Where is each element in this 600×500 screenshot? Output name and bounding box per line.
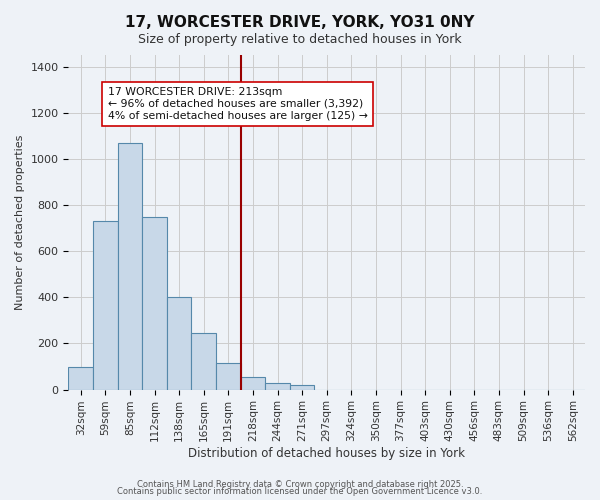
Bar: [142, 216, 167, 390]
Bar: [290, 384, 314, 390]
Bar: [241, 377, 265, 390]
Text: 17, WORCESTER DRIVE, YORK, YO31 0NY: 17, WORCESTER DRIVE, YORK, YO31 0NY: [125, 15, 475, 30]
Bar: [118, 142, 142, 390]
Text: Size of property relative to detached houses in York: Size of property relative to detached ho…: [138, 32, 462, 46]
Bar: [93, 221, 118, 390]
Bar: [68, 366, 93, 390]
Text: Contains HM Land Registry data © Crown copyright and database right 2025.: Contains HM Land Registry data © Crown c…: [137, 480, 463, 489]
Y-axis label: Number of detached properties: Number of detached properties: [15, 134, 25, 310]
Bar: [191, 333, 216, 390]
Bar: [167, 298, 191, 390]
Bar: [265, 383, 290, 390]
Text: Contains public sector information licensed under the Open Government Licence v3: Contains public sector information licen…: [118, 487, 482, 496]
Bar: [216, 363, 241, 390]
X-axis label: Distribution of detached houses by size in York: Distribution of detached houses by size …: [188, 447, 465, 460]
Text: 17 WORCESTER DRIVE: 213sqm
← 96% of detached houses are smaller (3,392)
4% of se: 17 WORCESTER DRIVE: 213sqm ← 96% of deta…: [108, 88, 368, 120]
